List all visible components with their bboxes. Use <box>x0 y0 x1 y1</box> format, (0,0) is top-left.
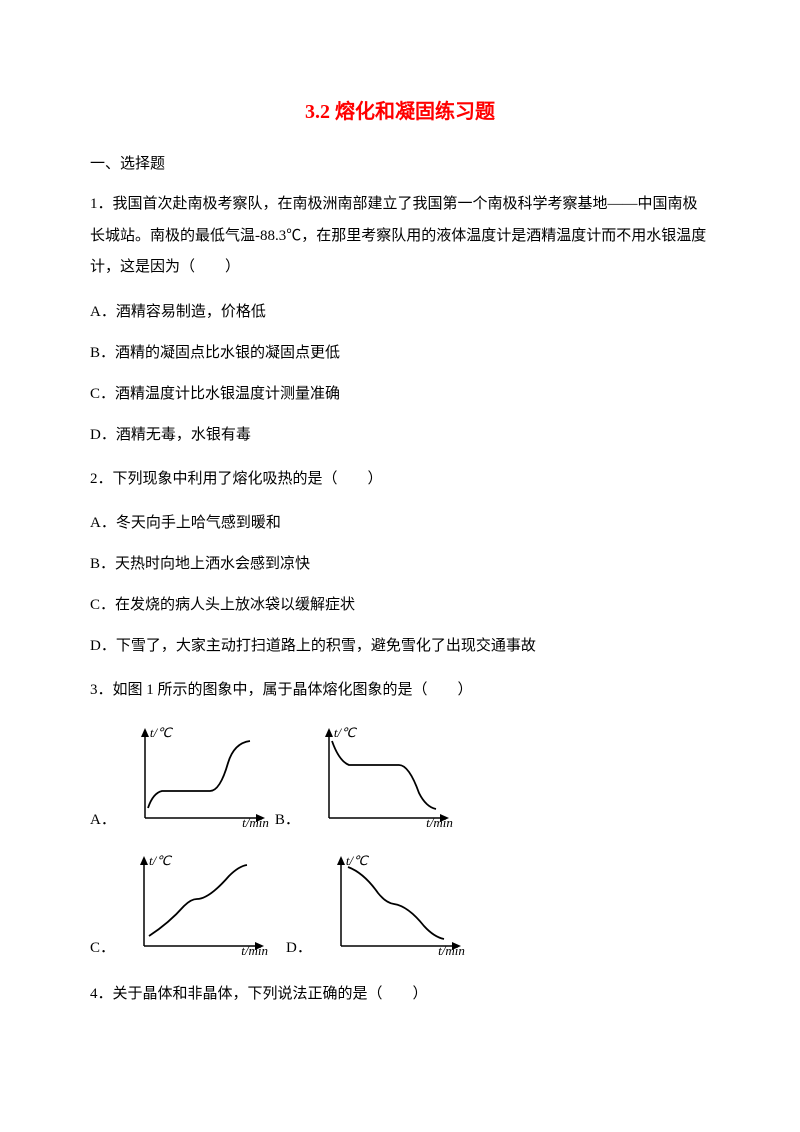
graph-D: t/℃ t/min <box>316 851 471 961</box>
q1-optD: D．酒精无毒，水银有毒 <box>90 423 710 444</box>
page-title: 3.2 熔化和凝固练习题 <box>90 95 710 124</box>
q3-labelA: A． <box>90 808 116 833</box>
q2-optD: D．下雪了，大家主动打扫道路上的积雪，避免雪化了出现交通事故 <box>90 634 710 655</box>
axis-y-B: t/℃ <box>334 725 356 741</box>
axis-y-A: t/℃ <box>150 725 172 741</box>
axis-x-D: t/min <box>438 943 465 959</box>
section-header: 一、选择题 <box>90 152 710 173</box>
q4-stem: 4．关于晶体和非晶体，下列说法正确的是（ ） <box>90 979 710 1011</box>
graph-row-2: C． t/℃ t/min D． t/℃ t/min <box>90 851 710 961</box>
axis-x-B: t/min <box>426 815 453 831</box>
graph-row-1: A． t/℃ t/min B． t/℃ t/min <box>90 723 710 833</box>
graph-A: t/℃ t/min <box>120 723 275 833</box>
q2-optC: C．在发烧的病人头上放冰袋以缓解症状 <box>90 593 710 614</box>
q3-labelD: D． <box>286 936 312 961</box>
graph-C: t/℃ t/min <box>119 851 274 961</box>
q3-stem: 3．如图 1 所示的图象中，属于晶体熔化图象的是（ ） <box>90 675 710 707</box>
title-text: 3.2 熔化和凝固练习题 <box>305 101 495 123</box>
axis-x-A: t/min <box>242 815 269 831</box>
q3-labelB: B． <box>275 808 300 833</box>
q3-labelC: C． <box>90 936 115 961</box>
axis-y-D: t/℃ <box>346 853 368 869</box>
q2-optA: A．冬天向手上哈气感到暖和 <box>90 511 710 532</box>
axis-y-C: t/℃ <box>149 853 171 869</box>
q1-stem: 1．我国首次赴南极考察队，在南极洲南部建立了我国第一个南极科学考察基地——中国南… <box>90 189 710 284</box>
q2-optB: B．天热时向地上洒水会感到凉快 <box>90 552 710 573</box>
q1-optB: B．酒精的凝固点比水银的凝固点更低 <box>90 341 710 362</box>
q1-optA: A．酒精容易制造，价格低 <box>90 300 710 321</box>
axis-x-C: t/min <box>241 943 268 959</box>
q2-stem: 2．下列现象中利用了熔化吸热的是（ ） <box>90 464 710 496</box>
q1-optC: C．酒精温度计比水银温度计测量准确 <box>90 382 710 403</box>
graph-B: t/℃ t/min <box>304 723 459 833</box>
